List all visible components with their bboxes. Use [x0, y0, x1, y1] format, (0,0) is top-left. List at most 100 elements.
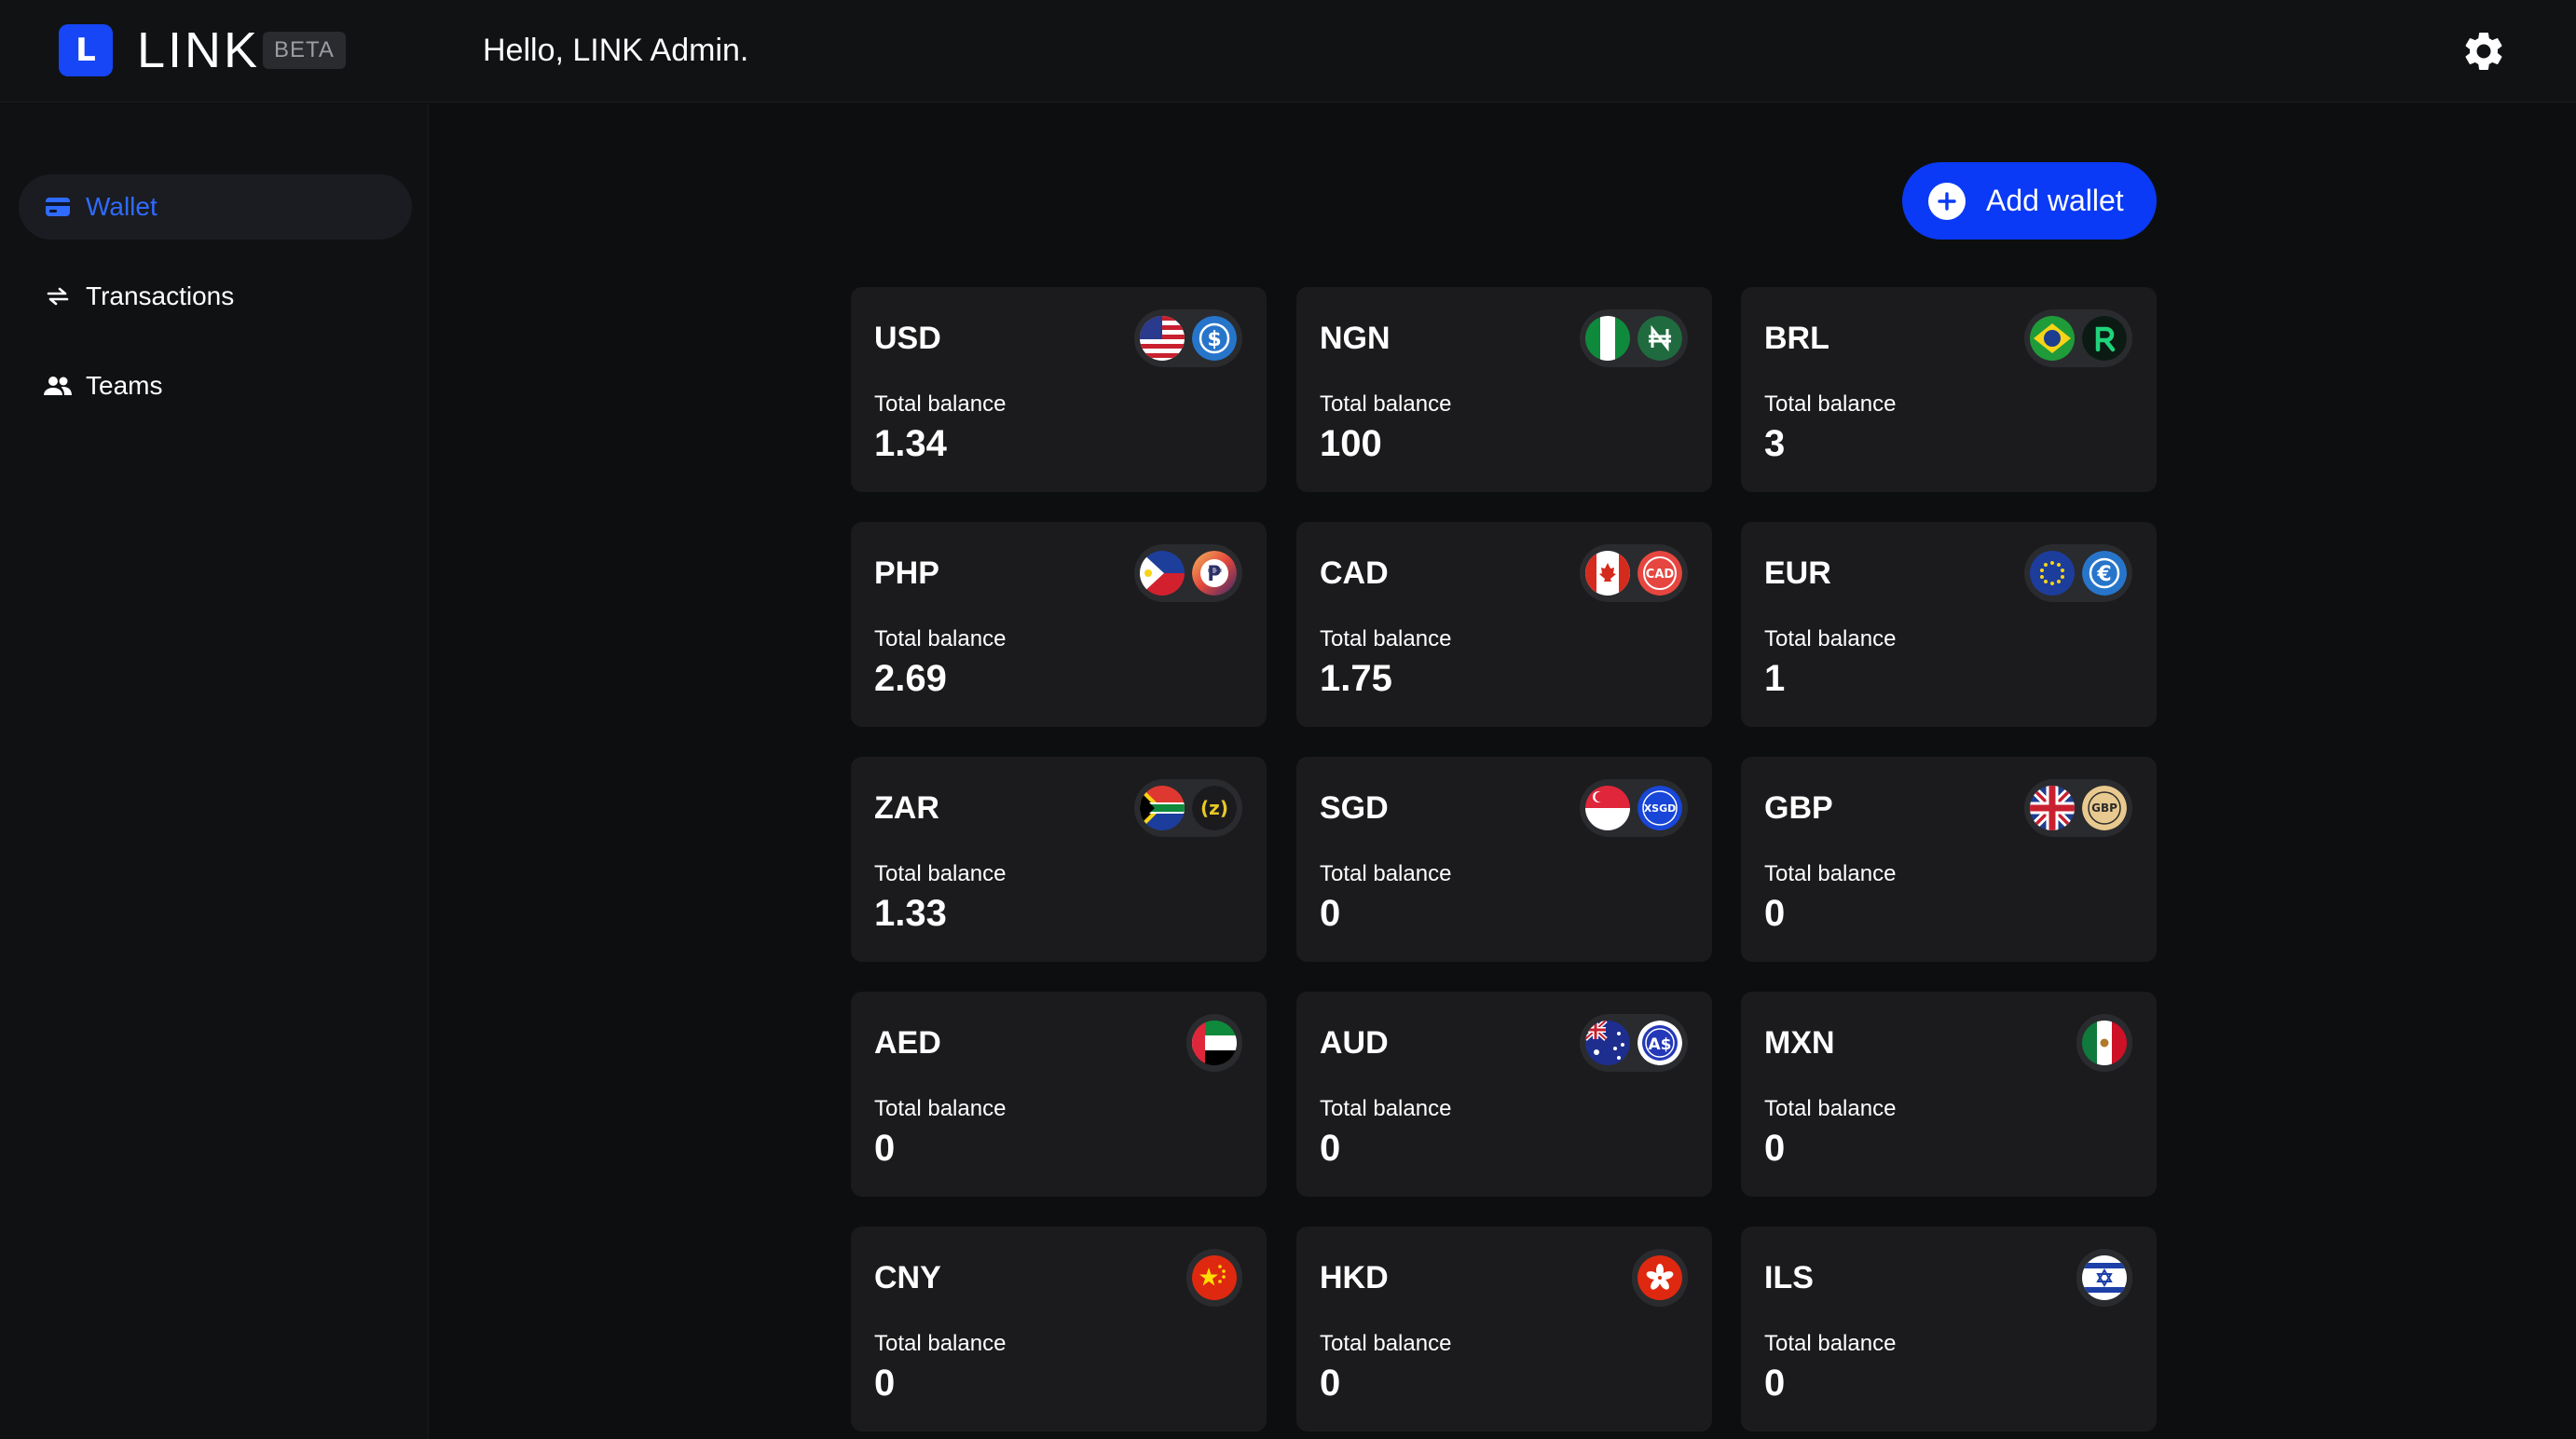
wallet-card-mxn[interactable]: MXN Total balance 0 — [1741, 992, 2157, 1197]
add-wallet-label: Add wallet — [1986, 184, 2124, 217]
wallet-card-ngn[interactable]: NGN Total balance 100 — [1296, 287, 1712, 492]
currency-code: ZAR — [874, 790, 939, 826]
aud-coin-icon: A$ — [1637, 1021, 1682, 1065]
gbp-coin-icon: GBP — [2082, 786, 2127, 830]
wallet-card-ils[interactable]: ILS Total balance 0 — [1741, 1227, 2157, 1432]
currency-code: USD — [874, 321, 941, 356]
currency-icons: CAD — [1580, 544, 1688, 602]
balance-label: Total balance — [1320, 1096, 1452, 1121]
wallet-card-eur[interactable]: EUR € Total balance 1 — [1741, 522, 2157, 727]
currency-code: AED — [874, 1025, 941, 1061]
greeting: Hello, LINK Admin. — [483, 33, 749, 68]
currency-icons: A$ — [1580, 1014, 1688, 1072]
currency-code: PHP — [874, 555, 939, 591]
currency-code: GBP — [1764, 790, 1833, 826]
sidebar-item-label: Transactions — [86, 281, 235, 310]
wallet-card-brl[interactable]: BRL Total balance 3 — [1741, 287, 2157, 492]
svg-text:GBP: GBP — [2091, 802, 2117, 815]
wallet-card-sgd[interactable]: SGD XSGD Total balance 0 — [1296, 757, 1712, 962]
currency-icons: € — [2024, 544, 2132, 602]
balance-value: 0 — [874, 1363, 896, 1404]
mexico-flag-icon — [2082, 1021, 2127, 1065]
balance-value: 0 — [1764, 893, 1786, 934]
logo-icon[interactable]: L — [59, 24, 113, 76]
wallet-card-aud[interactable]: AUD A$ Total balance 0 — [1296, 992, 1712, 1197]
app-name: LINK — [137, 22, 261, 78]
currency-code: SGD — [1320, 790, 1389, 826]
currency-icons: XSGD — [1580, 779, 1688, 837]
balance-value: 0 — [874, 1128, 896, 1169]
currency-code: AUD — [1320, 1025, 1389, 1061]
gear-icon[interactable] — [2460, 28, 2507, 75]
sidebar-item-wallet[interactable]: Wallet — [19, 174, 412, 240]
wallet-card-usd[interactable]: USD $ Total balance 1.34 — [851, 287, 1267, 492]
israel-flag-icon — [2082, 1255, 2127, 1300]
currency-icons: ₱ — [1134, 544, 1242, 602]
china-flag-icon — [1192, 1255, 1237, 1300]
php-coin-icon: ₱ — [1192, 551, 1237, 596]
currency-icons — [2076, 1014, 2132, 1072]
cadc-coin-icon: CAD — [1637, 551, 1682, 596]
currency-code: EUR — [1764, 555, 1831, 591]
currency-code: MXN — [1764, 1025, 1835, 1061]
people-icon — [43, 371, 73, 401]
add-wallet-button[interactable]: Add wallet — [1902, 162, 2157, 240]
currency-code: CNY — [874, 1260, 941, 1295]
currency-icons — [1186, 1014, 1242, 1072]
balance-value: 0 — [1320, 1363, 1341, 1404]
sidebar-item-transactions[interactable]: Transactions — [19, 264, 412, 329]
hong-kong-flag-icon — [1637, 1255, 1682, 1300]
canada-flag-icon — [1585, 551, 1630, 596]
currency-code: NGN — [1320, 321, 1391, 356]
wallet-icon — [43, 192, 73, 222]
wallet-card-cad[interactable]: CAD CAD Total balance 1.75 — [1296, 522, 1712, 727]
singapore-flag-icon — [1585, 786, 1630, 830]
currency-icons — [2024, 309, 2132, 367]
svg-text:A$: A$ — [1649, 1035, 1672, 1054]
uk-flag-icon — [2030, 786, 2075, 830]
balance-label: Total balance — [1320, 1331, 1452, 1356]
wallet-card-aed[interactable]: AED Total balance 0 — [851, 992, 1267, 1197]
south-africa-flag-icon — [1140, 786, 1185, 830]
wallet-card-php[interactable]: PHP ₱ Total balance 2.69 — [851, 522, 1267, 727]
balance-label: Total balance — [1764, 1096, 1897, 1121]
wallet-card-hkd[interactable]: HKD Total balance 0 — [1296, 1227, 1712, 1432]
balance-value: 2.69 — [874, 658, 947, 699]
balance-label: Total balance — [874, 1331, 1007, 1356]
balance-value: 0 — [1320, 893, 1341, 934]
balance-label: Total balance — [1320, 861, 1452, 886]
sidebar-item-label: Wallet — [86, 192, 158, 221]
balance-label: Total balance — [874, 391, 1007, 417]
balance-value: 0 — [1764, 1128, 1786, 1169]
brla-coin-icon — [2082, 316, 2127, 361]
eurc-coin-icon: € — [2082, 551, 2127, 596]
balance-value: 1.75 — [1320, 658, 1392, 699]
currency-code: ILS — [1764, 1260, 1814, 1295]
currency-icons — [2076, 1249, 2132, 1307]
sidebar-item-teams[interactable]: Teams — [19, 353, 412, 418]
balance-value: 0 — [1764, 1363, 1786, 1404]
svg-text:CAD: CAD — [1646, 568, 1675, 582]
currency-code: CAD — [1320, 555, 1389, 591]
sidebar: Wallet Transactions Teams — [0, 103, 429, 1439]
philippines-flag-icon — [1140, 551, 1185, 596]
balance-label: Total balance — [874, 1096, 1007, 1121]
logo-letter: L — [75, 32, 96, 69]
balance-label: Total balance — [1764, 861, 1897, 886]
wallet-card-zar[interactable]: ZAR (z) Total balance 1.33 — [851, 757, 1267, 962]
uae-flag-icon — [1192, 1021, 1237, 1065]
balance-value: 100 — [1320, 423, 1382, 464]
top-bar: L LINK BETA Hello, LINK Admin. — [0, 0, 2576, 103]
currency-icons: GBP — [2024, 779, 2132, 837]
eu-flag-icon — [2030, 551, 2075, 596]
svg-text:€: € — [2096, 563, 2111, 586]
currency-icons — [1580, 309, 1688, 367]
wallet-card-cny[interactable]: CNY Total balance 0 — [851, 1227, 1267, 1432]
balance-value: 1.33 — [874, 893, 947, 934]
balance-value: 3 — [1764, 423, 1786, 464]
zarp-coin-icon: (z) — [1192, 786, 1237, 830]
currency-code: HKD — [1320, 1260, 1389, 1295]
swap-arrows-icon — [43, 281, 73, 311]
balance-value: 1 — [1764, 658, 1786, 699]
wallet-card-gbp[interactable]: GBP GBP Total balance 0 — [1741, 757, 2157, 962]
